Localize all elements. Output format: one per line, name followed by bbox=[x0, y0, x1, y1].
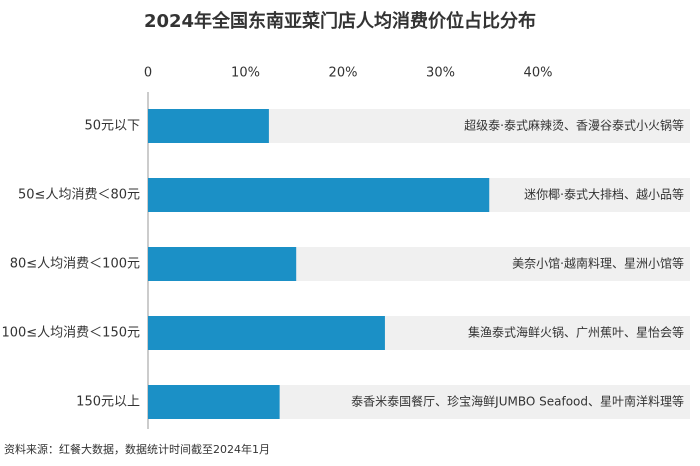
x-tick-label: 40% bbox=[524, 66, 553, 81]
y-tick-label: 50元以下 bbox=[84, 119, 140, 134]
x-tick-label: 30% bbox=[426, 66, 455, 81]
x-tick-label: 0 bbox=[144, 66, 152, 81]
annotation: 超级泰·泰式麻辣烫、香漫谷泰式小火锅等 bbox=[464, 118, 684, 133]
chart-title: 2024年全国东南亚菜门店人均消费价位占比分布 bbox=[144, 10, 536, 32]
bar bbox=[148, 178, 490, 212]
annotation: 美奈小馆·越南料理、星洲小馆等 bbox=[512, 256, 684, 271]
x-tick-label: 20% bbox=[329, 66, 358, 81]
annotation: 泰香米泰国餐厅、珍宝海鲜JUMBO Seafood、星叶南洋料理等 bbox=[351, 394, 684, 409]
y-tick-label: 100≤人均消费＜150元 bbox=[1, 326, 140, 341]
bar bbox=[148, 247, 297, 281]
x-tick-label: 10% bbox=[231, 66, 260, 81]
annotation: 迷你椰·泰式大排档、越小品等 bbox=[524, 187, 684, 202]
annotation: 集渔泰式海鲜火锅、广州蕉叶、星怡会等 bbox=[468, 325, 684, 340]
y-tick-label: 80≤人均消费＜100元 bbox=[10, 257, 140, 272]
source-note: 资料来源：红餐大数据，数据统计时间截至2024年1月 bbox=[4, 442, 270, 456]
bar bbox=[148, 109, 269, 143]
bar bbox=[148, 385, 280, 419]
bar bbox=[148, 316, 385, 350]
y-tick-label: 150元以上 bbox=[76, 395, 140, 410]
y-tick-label: 50≤人均消费＜80元 bbox=[18, 188, 140, 203]
